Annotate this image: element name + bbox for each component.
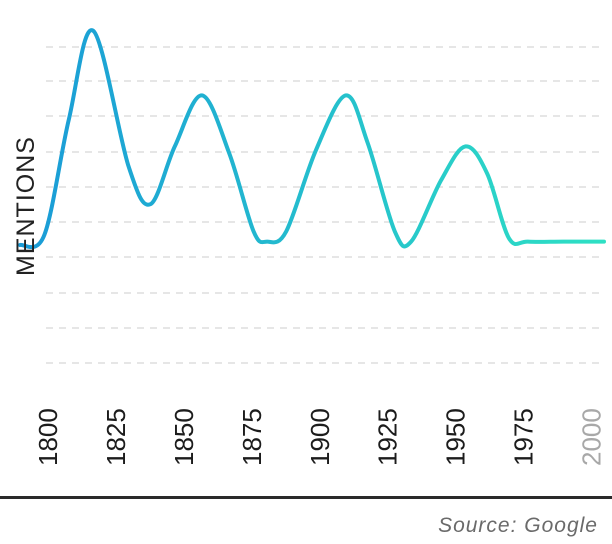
x-tick-label: 1900: [305, 408, 335, 466]
x-tick-label: 2000: [576, 408, 606, 466]
line-chart: 1800 1825 1850 1875 1900 1925 1950 1975 2000 MEN…: [12, 28, 606, 466]
x-tick-label: 1800: [33, 408, 63, 466]
footer-divider: [0, 496, 612, 499]
x-tick-label: 1925: [373, 408, 403, 466]
x-tick-label: 1850: [169, 408, 199, 466]
x-tick-labels: 1800 1825 1850 1875 1900 1925 1950 1975 2000: [33, 408, 606, 466]
y-axis-label: MENTIONS: [12, 136, 40, 276]
grid-lines: [46, 46, 604, 364]
x-tick-label: 1950: [441, 408, 471, 466]
x-tick-label: 1975: [509, 408, 539, 466]
source-note: Source: Google: [438, 514, 598, 537]
x-tick-label: 1825: [101, 408, 131, 466]
x-tick-label: 1875: [237, 408, 267, 466]
series-line-mentions: [18, 28, 606, 250]
